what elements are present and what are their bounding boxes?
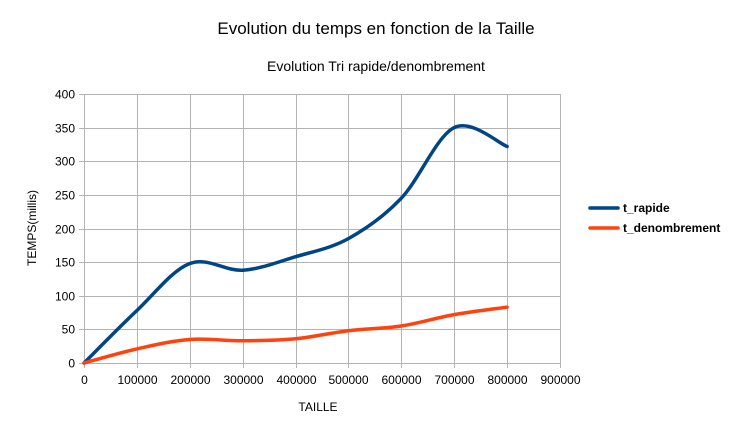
x-tick-label: 600000 — [381, 373, 421, 387]
grid-layer — [84, 94, 561, 364]
y-tick-label: 350 — [55, 122, 75, 136]
x-tick-label: 900000 — [540, 373, 580, 387]
y-tick-label: 100 — [55, 290, 75, 304]
x-tick-label: 300000 — [223, 373, 263, 387]
y-tick-label: 200 — [55, 223, 75, 237]
chart-subtitle: Evolution Tri rapide/denombrement — [267, 58, 485, 74]
y-tick-label: 300 — [55, 155, 75, 169]
y-tick-label: 400 — [55, 88, 75, 102]
x-tick-label: 400000 — [276, 373, 316, 387]
x-tick-label: 500000 — [328, 373, 368, 387]
legend-label-t_denombrement: t_denombrement — [623, 221, 720, 235]
x-tick-label: 700000 — [434, 373, 474, 387]
y-axis-label: TEMPS(millis) — [25, 190, 39, 266]
x-axis-label: TAILLE — [298, 400, 337, 414]
chart-title: Evolution du temps en fonction de la Tai… — [217, 19, 534, 38]
x-tick-label: 100000 — [117, 373, 157, 387]
x-tick-label: 800000 — [487, 373, 527, 387]
axis-layer: 0 50 100 150 200 250 300 350 400 0 100000 200000 300… — [55, 88, 581, 388]
series-layer — [82, 124, 509, 365]
x-tick-label: 0 — [81, 373, 88, 387]
series-line-t_rapide — [82, 124, 509, 365]
y-tick-label: 50 — [62, 323, 76, 337]
series-line-t_denombrement — [82, 305, 509, 365]
y-tick-label: 0 — [68, 357, 75, 371]
legend-label-t_rapide: t_rapide — [623, 201, 670, 215]
y-tick-label: 250 — [55, 189, 75, 203]
y-tick-label: 150 — [55, 256, 75, 270]
legend: t_rapide t_denombrement — [588, 201, 720, 235]
x-tick-label: 200000 — [170, 373, 210, 387]
